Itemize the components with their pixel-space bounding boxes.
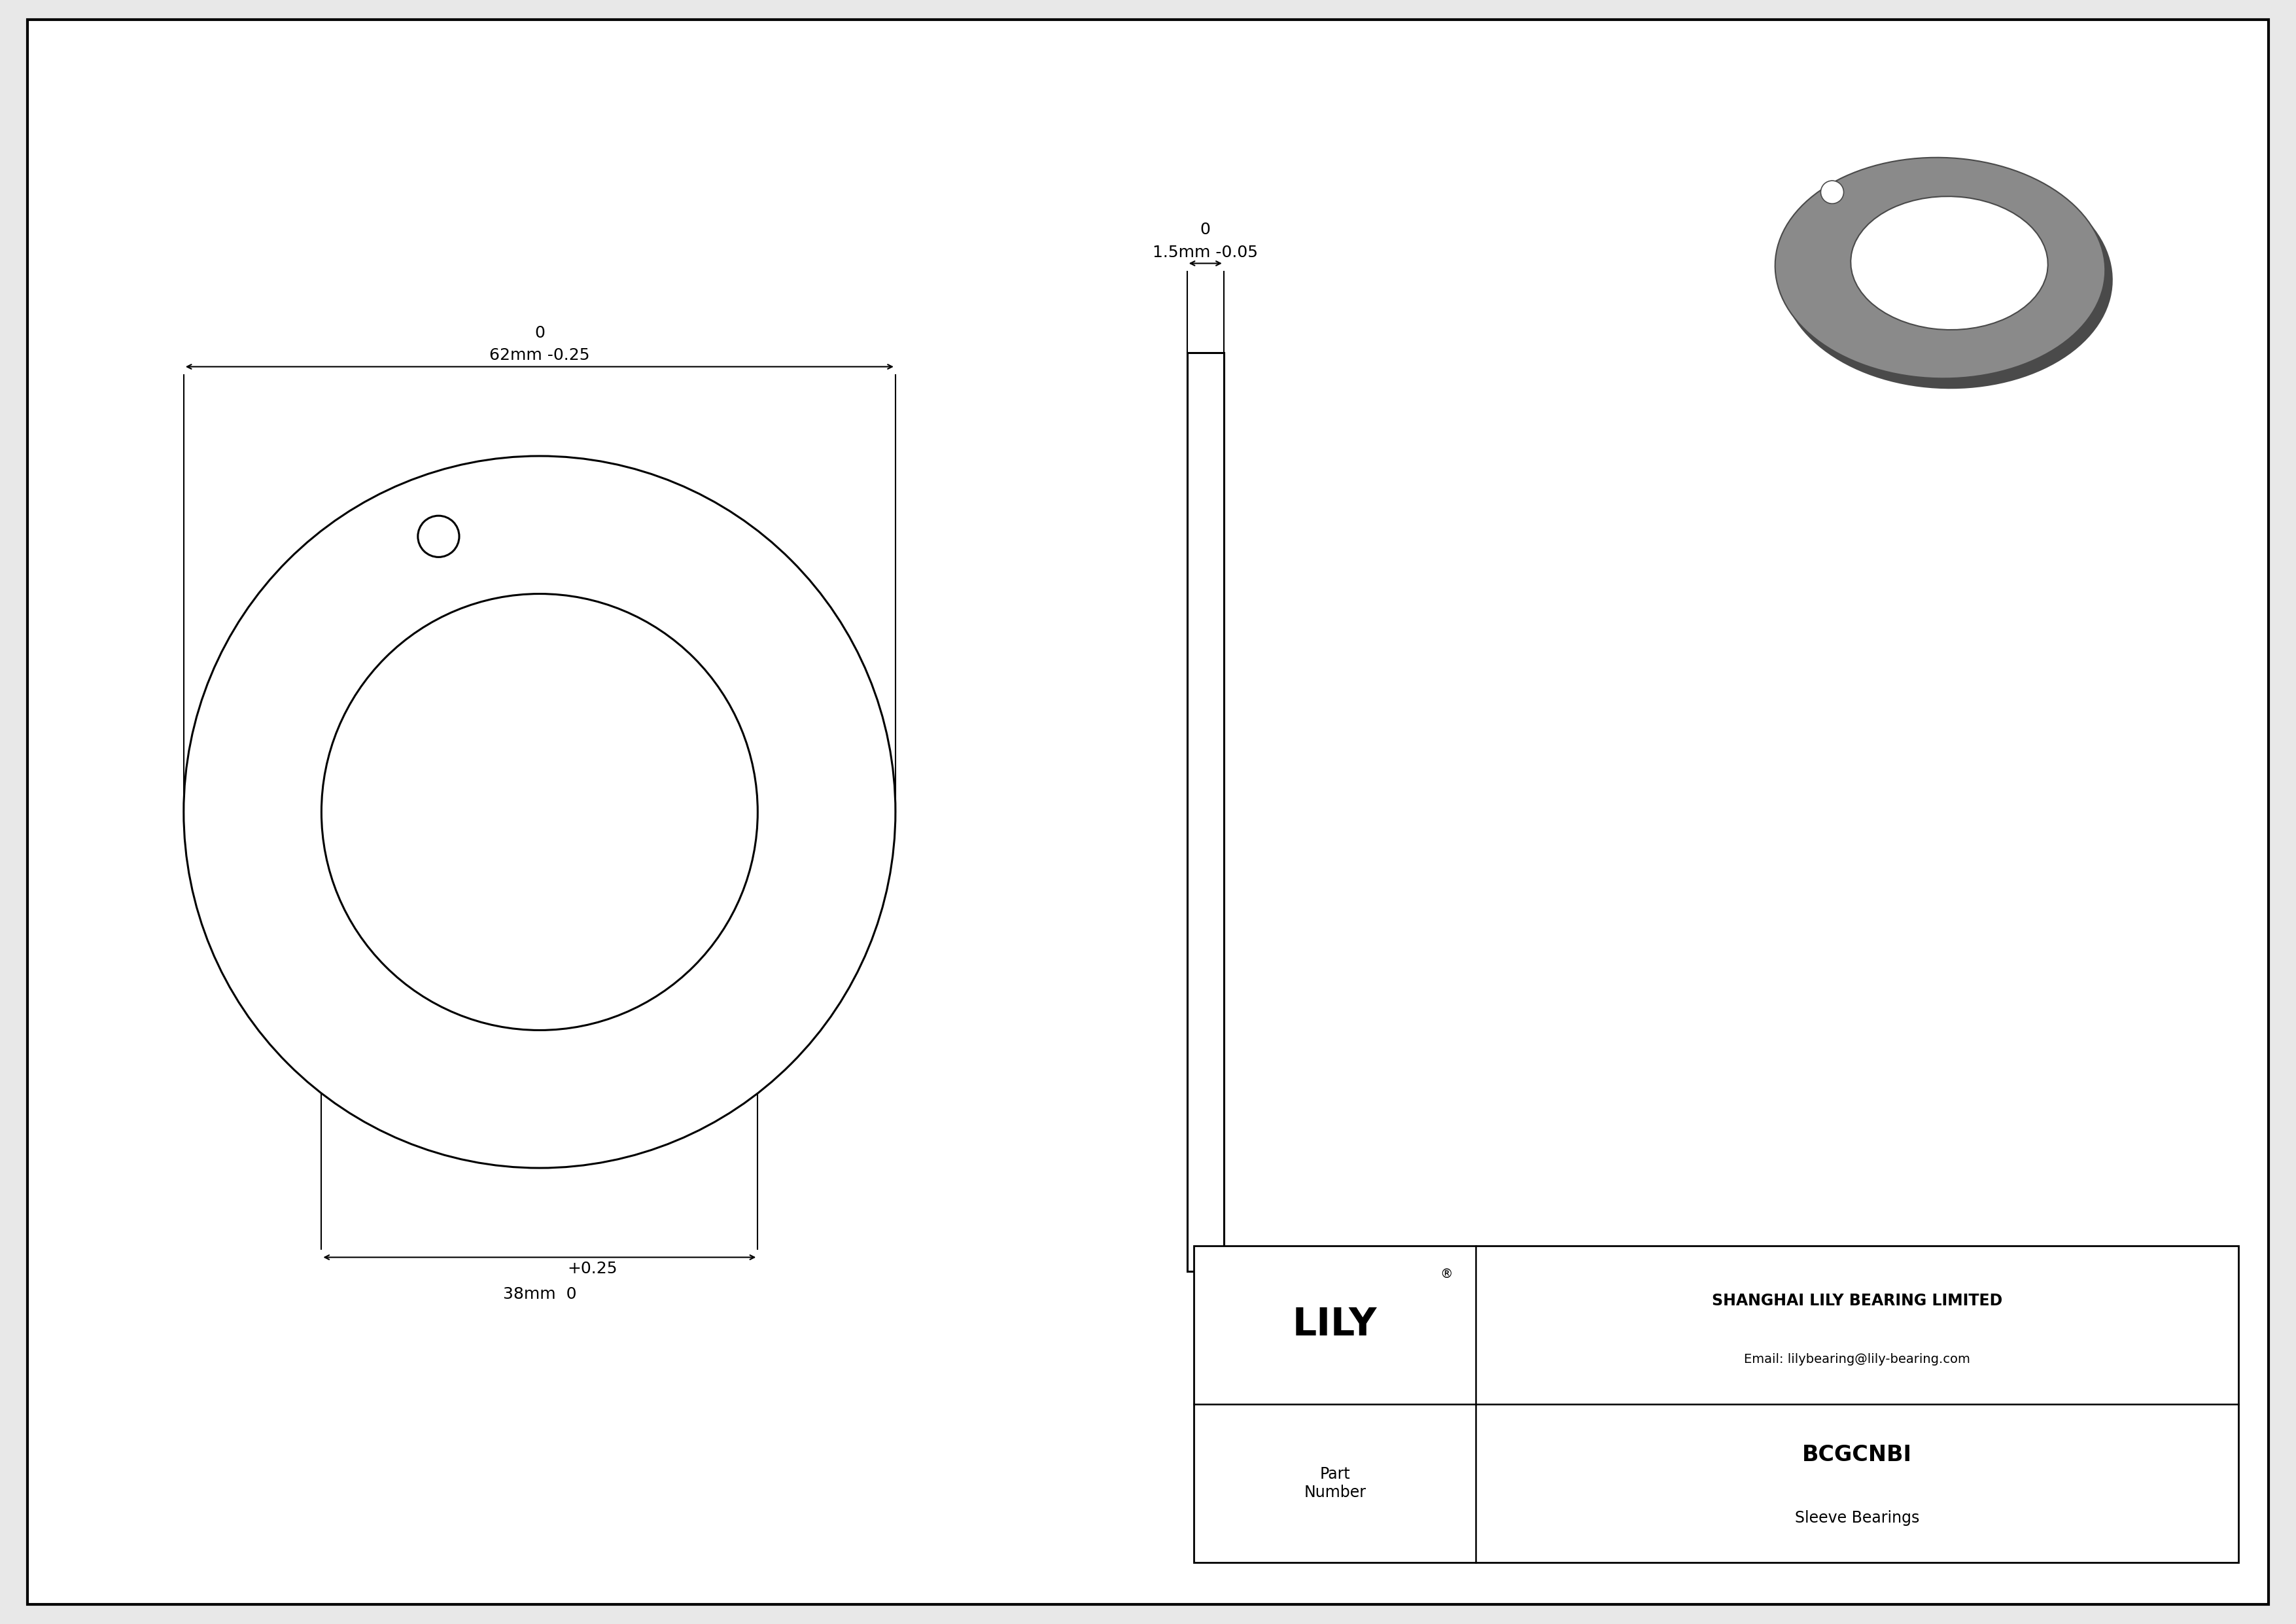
Ellipse shape (1775, 158, 2105, 378)
Ellipse shape (1782, 167, 2112, 388)
Ellipse shape (184, 456, 895, 1168)
Text: Email: lilybearing@lily-bearing.com: Email: lilybearing@lily-bearing.com (1745, 1353, 1970, 1366)
Bar (1187, 352, 1224, 1272)
Text: Part
Number: Part Number (1304, 1466, 1366, 1501)
Text: LILY: LILY (1293, 1306, 1378, 1343)
Text: 0: 0 (535, 325, 544, 341)
Text: 0: 0 (1201, 221, 1210, 237)
Text: ®: ® (1440, 1268, 1453, 1280)
Ellipse shape (418, 516, 459, 557)
Ellipse shape (1851, 197, 2048, 330)
Text: 1.5mm -0.05: 1.5mm -0.05 (1153, 244, 1258, 260)
Ellipse shape (1821, 180, 1844, 203)
Text: +0.25: +0.25 (567, 1260, 618, 1276)
Text: SHANGHAI LILY BEARING LIMITED: SHANGHAI LILY BEARING LIMITED (1713, 1293, 2002, 1309)
Text: Sleeve Bearings: Sleeve Bearings (1795, 1510, 1919, 1527)
Bar (1194, 1246, 2239, 1562)
Text: 62mm -0.25: 62mm -0.25 (489, 348, 590, 364)
Text: 38mm  0: 38mm 0 (503, 1286, 576, 1302)
Text: BCGCNBI: BCGCNBI (1802, 1444, 1913, 1465)
Ellipse shape (321, 594, 758, 1030)
